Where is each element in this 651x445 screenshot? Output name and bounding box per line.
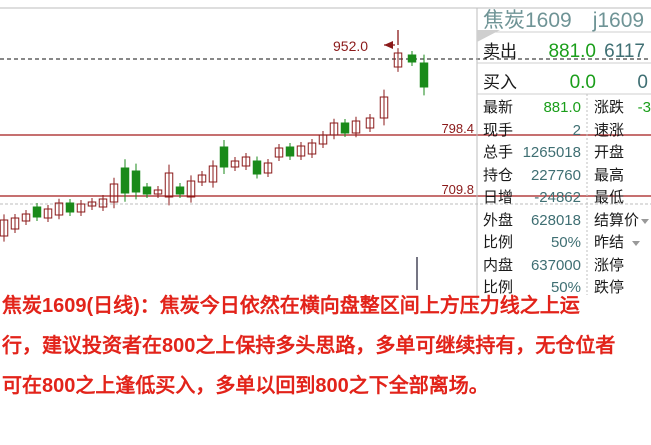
svg-text:内盘: 内盘: [483, 256, 513, 274]
svg-text:焦炭1609(日线)：焦炭今日依然在横向盘整区间上方压力线之: 焦炭1609(日线)：焦炭今日依然在横向盘整区间上方压力线之上运: [2, 293, 580, 317]
svg-text:881.0: 881.0: [548, 41, 596, 62]
svg-text:227760: 227760: [531, 167, 581, 184]
svg-text:可在800之上逢低买入，多单以回到800之下全部离场。: 可在800之上逢低买入，多单以回到800之下全部离场。: [2, 373, 489, 397]
svg-text:50%: 50%: [551, 234, 581, 251]
svg-text:昨结: 昨结: [594, 234, 624, 251]
svg-text:卖出: 卖出: [483, 42, 517, 61]
svg-text:焦炭1609 j1609: 焦炭1609 j1609: [483, 9, 644, 32]
svg-text:日增: 日增: [483, 189, 513, 206]
svg-text:速涨: 速涨: [594, 122, 624, 139]
svg-text:798.4: 798.4: [441, 121, 474, 136]
svg-text:买入: 买入: [483, 73, 517, 92]
svg-text:比例: 比例: [483, 279, 513, 296]
svg-text:881.0: 881.0: [543, 99, 581, 116]
svg-text:628018: 628018: [531, 212, 581, 229]
svg-text:1265018: 1265018: [523, 144, 581, 161]
svg-text:开盘: 开盘: [594, 143, 624, 161]
svg-text:637000: 637000: [531, 257, 581, 274]
svg-text:最低: 最低: [594, 189, 624, 206]
svg-text:总手: 总手: [483, 144, 513, 161]
svg-text:50%: 50%: [551, 279, 581, 296]
svg-text:涨跌: 涨跌: [594, 99, 624, 116]
svg-text:-24862: -24862: [534, 189, 581, 206]
svg-text:涨停: 涨停: [594, 257, 624, 274]
svg-text:最高: 最高: [594, 167, 624, 184]
svg-text:-3: -3: [638, 99, 651, 116]
svg-text:行，建议投资者在800之上保持多头思路，多单可继续持有，无仓: 行，建议投资者在800之上保持多头思路，多单可继续持有，无仓位者: [1, 333, 615, 357]
svg-text:外盘: 外盘: [483, 211, 513, 229]
svg-text:6117: 6117: [604, 41, 645, 62]
svg-text:比例: 比例: [483, 234, 513, 251]
svg-text:结算价: 结算价: [594, 211, 639, 229]
svg-text:2: 2: [573, 122, 581, 139]
svg-text:跌停: 跌停: [594, 279, 624, 296]
svg-text:0: 0: [637, 72, 648, 93]
svg-text:现手: 现手: [483, 122, 513, 139]
svg-text:最新: 最新: [483, 99, 513, 116]
svg-text:952.0: 952.0: [333, 38, 368, 54]
svg-text:0.0: 0.0: [570, 72, 596, 93]
svg-text:709.8: 709.8: [441, 182, 474, 197]
svg-text:持仓: 持仓: [483, 167, 513, 184]
